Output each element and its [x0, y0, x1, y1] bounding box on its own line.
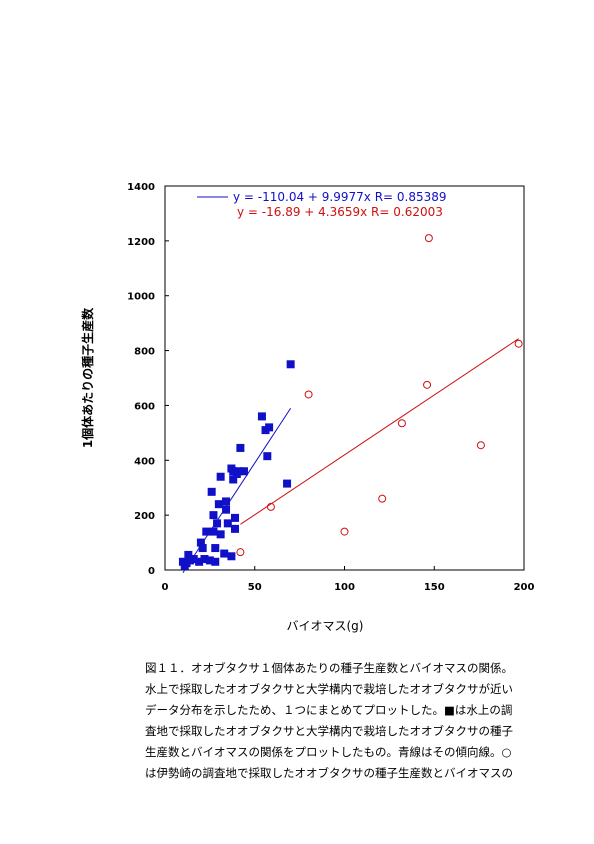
data-point: [265, 423, 274, 432]
data-point: [239, 467, 248, 476]
data-point: [283, 479, 292, 488]
x-tick-label: 200: [514, 582, 535, 593]
trend-line: [240, 338, 519, 525]
y-axis-label: 1個体あたりの種子生産数: [80, 307, 95, 448]
data-point: [263, 452, 272, 461]
y-tick-label: 1400: [127, 182, 155, 193]
y-tick-label: 200: [134, 511, 155, 522]
data-point: [223, 519, 232, 528]
data-point: [200, 555, 209, 564]
x-axis-label: バイオマス(g): [287, 619, 364, 633]
data-point: [189, 555, 198, 564]
data-point: [211, 544, 220, 553]
fit-equation: y = -16.89 + 4.3659x R= 0.62003: [237, 205, 443, 219]
y-tick-label: 800: [134, 347, 155, 358]
data-point: [227, 552, 236, 561]
data-point: [304, 390, 313, 399]
data-point: [231, 513, 240, 522]
data-point: [286, 360, 295, 369]
data-point: [397, 419, 406, 428]
data-point: [209, 527, 218, 536]
data-point: [423, 380, 432, 389]
data-point: [234, 467, 243, 476]
data-point: [378, 494, 387, 503]
data-point: [216, 530, 225, 539]
caption-line: 図１１．オオブタクサ１個体あたりの種子生産数とバイオマスの関係。: [145, 661, 513, 675]
data-point: [236, 548, 245, 557]
caption-line: 査地で採取したオオブタクサと大学構内で栽培したオオブタクサの種子: [145, 724, 513, 738]
trend-line: [182, 407, 292, 574]
data-point: [214, 500, 223, 509]
data-point: [514, 339, 523, 348]
data-point: [229, 475, 238, 484]
y-tick-label: 1000: [127, 292, 155, 303]
x-tick-label: 50: [248, 582, 262, 593]
x-tick-label: 0: [162, 582, 169, 593]
data-point: [205, 556, 214, 565]
data-point: [216, 472, 225, 481]
y-tick-label: 600: [134, 401, 155, 412]
data-point: [424, 234, 433, 243]
data-point: [207, 487, 216, 496]
data-point: [195, 557, 204, 566]
caption-line: は伊勢崎の調査地で採取したオオブタクサの種子生産数とバイオマスの: [145, 766, 513, 780]
caption-line: 水上で採取したオオブタクサと大学構内で栽培したオオブタクサが近い: [145, 682, 513, 696]
caption-line: データ分布を示したため、１つにまとめてプロットした。■は水上の調: [145, 703, 512, 717]
data-point: [213, 519, 222, 528]
y-tick-label: 1200: [127, 237, 155, 248]
y-tick-label: 0: [148, 566, 155, 577]
data-point: [257, 412, 266, 421]
data-point: [222, 497, 231, 506]
data-point: [198, 544, 207, 553]
fit-equation: y = -110.04 + 9.9977x R= 0.85389: [233, 190, 447, 204]
data-point: [236, 443, 245, 452]
x-tick-label: 100: [334, 582, 355, 593]
data-point: [202, 527, 211, 536]
x-tick-label: 150: [424, 582, 445, 593]
data-point: [196, 538, 205, 547]
data-point: [209, 511, 218, 520]
data-point: [220, 549, 229, 558]
data-point: [476, 441, 485, 450]
data-point: [184, 550, 193, 559]
data-point: [211, 557, 220, 566]
caption-line: 生産数とバイオマスの関係をプロットしたもの。青線はその傾向線。○: [145, 745, 512, 759]
plot-frame: [164, 185, 525, 571]
data-point: [340, 527, 349, 536]
data-point: [231, 524, 240, 533]
data-point: [222, 505, 231, 514]
y-tick-label: 400: [134, 456, 155, 467]
